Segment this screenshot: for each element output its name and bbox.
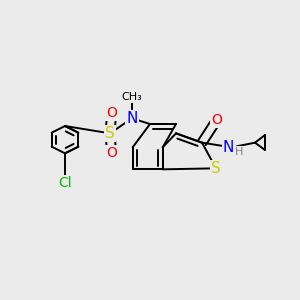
Text: S: S [105,126,115,141]
Text: N: N [126,111,138,126]
Text: Cl: Cl [58,176,72,190]
Text: CH₃: CH₃ [122,92,142,102]
Text: S: S [211,161,221,176]
Text: H: H [235,147,243,157]
Text: O: O [211,113,222,127]
Text: O: O [106,106,117,120]
Text: O: O [106,146,117,160]
Text: N: N [223,140,234,155]
